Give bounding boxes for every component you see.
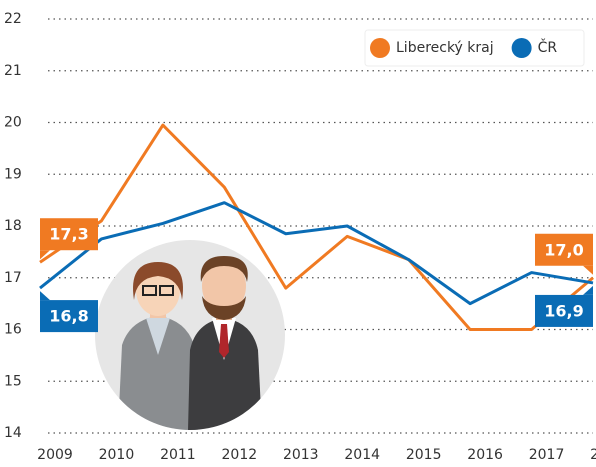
y-tick-label: 19 (4, 166, 22, 182)
x-tick-label: 2011 (160, 447, 196, 463)
y-tick-label: 17 (4, 270, 22, 286)
x-tick-label: 2015 (406, 447, 442, 463)
y-tick-label: 14 (4, 425, 22, 441)
x-tick-label: 2012 (222, 447, 258, 463)
value-label: 16,8 (49, 307, 88, 326)
y-tick-label: 18 (4, 218, 22, 234)
y-tick-label: 22 (4, 11, 22, 27)
legend-label: Liberecký kraj (396, 40, 494, 56)
x-tick-label: 2013 (283, 447, 319, 463)
x-tick-label: 2018 (590, 447, 596, 463)
y-tick-label: 16 (4, 322, 22, 338)
callout-tail (583, 286, 593, 295)
x-tick-label: 2010 (99, 447, 135, 463)
y-tick-label: 20 (4, 115, 22, 131)
value-label: 16,9 (544, 301, 583, 320)
value-label: 17,0 (544, 240, 583, 259)
chart: Liberecký kraj ČR 14 15 16 17 18 19 20 21 22 2009 2… (0, 0, 596, 467)
legend-marker (512, 38, 532, 58)
legend: Liberecký kraj ČR (365, 30, 584, 66)
callout-tail (40, 291, 50, 300)
legend-label: ČR (538, 38, 558, 56)
callout-tail (583, 266, 593, 275)
legend-marker (370, 38, 390, 58)
value-label: 17,3 (49, 225, 88, 244)
y-tick-label: 21 (4, 63, 22, 79)
illustration (95, 240, 285, 430)
y-tick-label: 15 (4, 373, 22, 389)
x-tick-label: 2017 (529, 447, 565, 463)
x-tick-label: 2014 (344, 447, 380, 463)
x-tick-label: 2009 (37, 447, 73, 463)
x-tick-label: 2016 (467, 447, 503, 463)
